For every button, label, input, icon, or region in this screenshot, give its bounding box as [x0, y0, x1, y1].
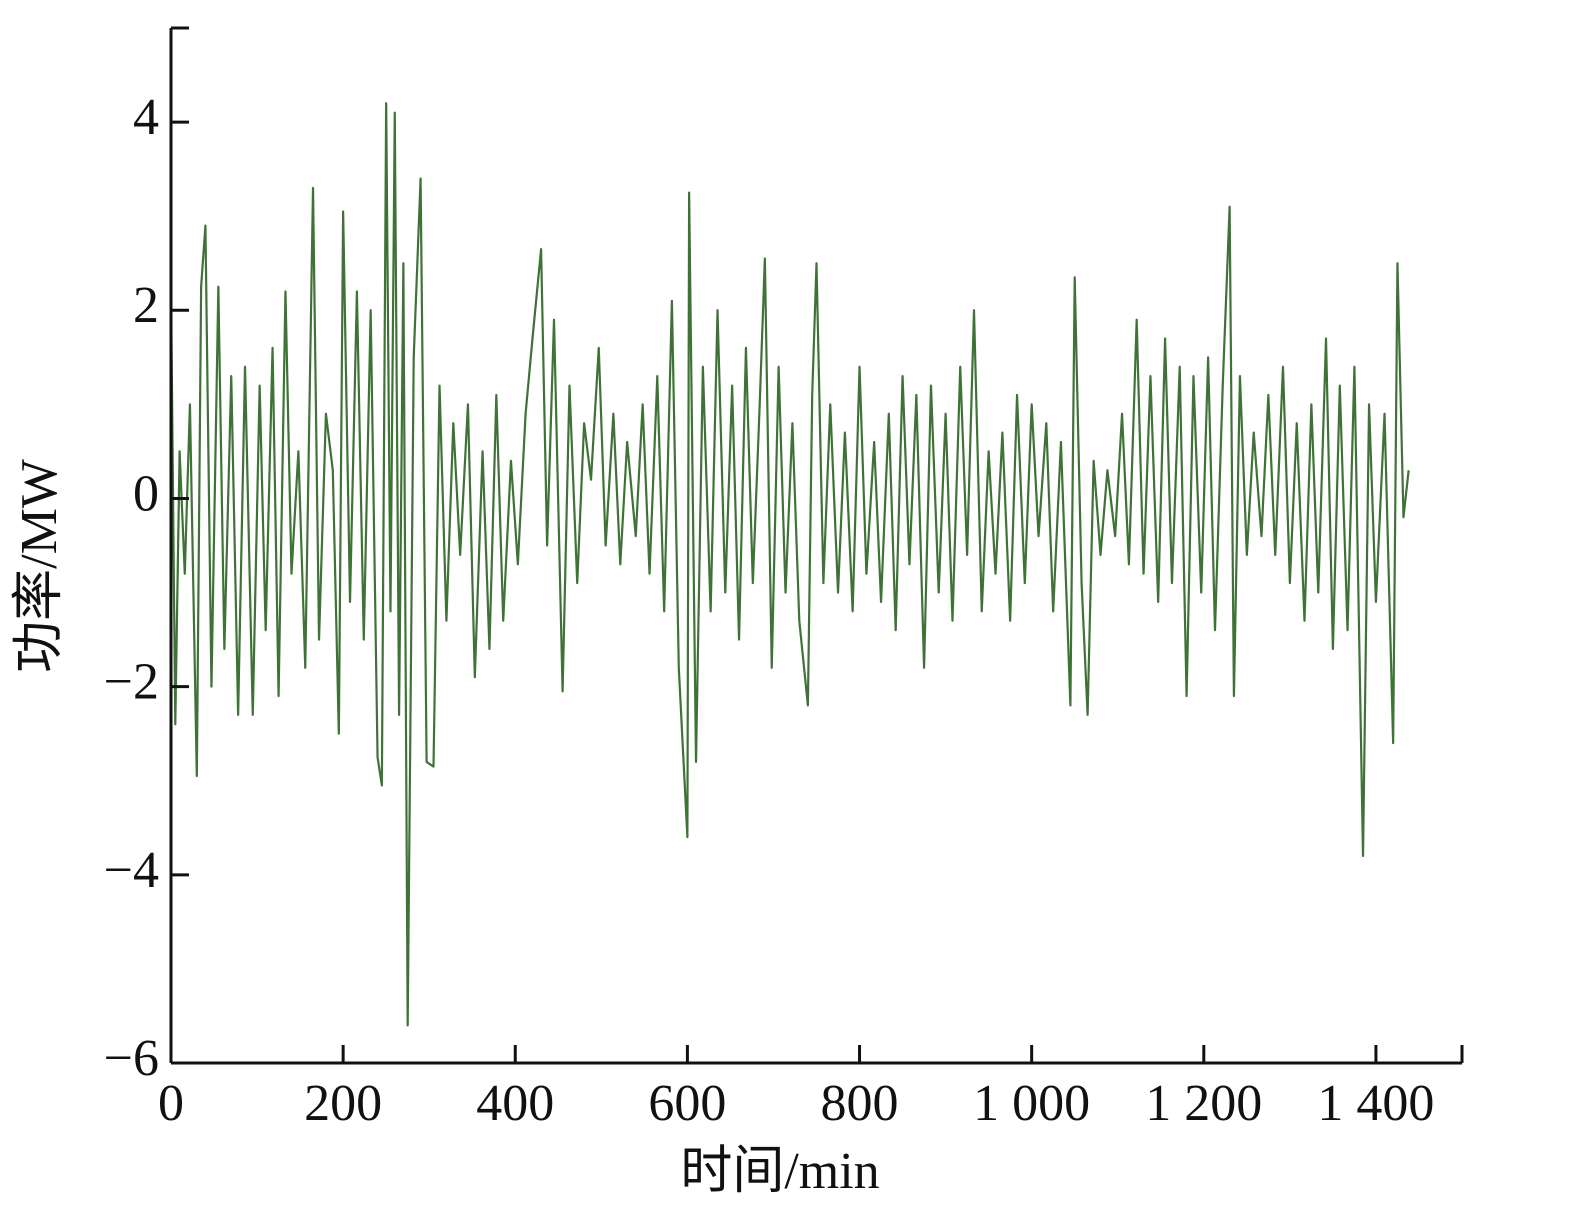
x-tick-label: 1 400	[1317, 1075, 1434, 1132]
y-tick-label: −4	[104, 842, 159, 899]
y-axis-label: 功率/MW	[11, 459, 68, 673]
y-tick-label: 2	[133, 277, 159, 334]
x-tick-label: 400	[476, 1075, 554, 1132]
x-axis-label: 时间/min	[680, 1143, 879, 1200]
x-tick-label: 1 200	[1145, 1075, 1262, 1132]
x-tick-label: 800	[821, 1075, 899, 1132]
y-tick-label: −6	[104, 1030, 159, 1087]
x-tick-label: 600	[648, 1075, 726, 1132]
y-tick-label: 4	[133, 89, 159, 146]
x-tick-label: 200	[304, 1075, 382, 1132]
y-tick-label: 0	[133, 465, 159, 522]
y-tick-label: −2	[104, 654, 159, 711]
data-line	[169, 102, 1410, 1027]
x-tick-label: 1 000	[973, 1075, 1090, 1132]
x-tick-label: 0	[158, 1075, 184, 1132]
